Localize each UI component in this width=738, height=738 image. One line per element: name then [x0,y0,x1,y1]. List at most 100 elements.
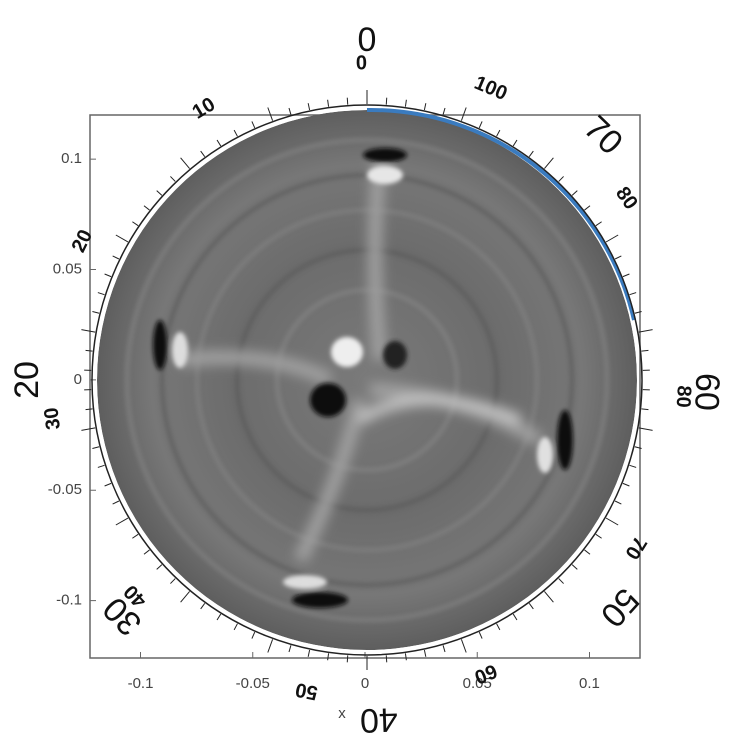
dial-inner-label: 50 [294,678,320,704]
dial-tick [86,350,93,351]
dial-tick [289,645,291,652]
dial-outer-label: 40 [359,700,398,738]
dial-tick [405,653,406,660]
x-tick-label: -0.05 [236,675,270,692]
image [97,110,637,650]
dial-tick [116,235,128,242]
dial-tick [157,565,162,570]
dial-outer-label: 20 [8,361,46,399]
dial-tick [81,330,95,332]
dial-tick [629,293,636,295]
y-tick-label: -0.1 [56,592,82,609]
dial-tick [308,103,309,110]
dial-tick [479,121,482,127]
dial-tick [201,151,205,157]
dial-tick [181,158,190,169]
dial-tick [629,465,636,467]
dial-tick [544,158,553,169]
dial-inner-label: 0 [356,52,368,74]
dial-tick [424,103,425,110]
dial-tick [105,274,111,277]
x-axis-label: x [338,705,346,722]
dial-outer-label: 70 [576,109,630,163]
dial-tick [497,624,500,630]
dial-tick [92,447,99,449]
dial-tick [217,140,221,146]
x-tick-label: 0 [361,675,369,692]
dial-tick [328,100,329,107]
dial-tick [170,579,175,584]
dial-tick [201,603,205,609]
dial-tick [116,518,128,525]
dial-inner-label: 30 [40,406,65,431]
dial-tick [606,235,618,242]
dial-tick [639,428,653,430]
dial-outer-label: 50 [593,581,647,635]
dial-tick [461,107,466,120]
dial-tick [443,108,445,115]
dial-inner-label: 80 [672,385,695,408]
dial-tick [92,312,99,314]
dial-tick [98,465,105,467]
dial-tick [86,409,93,410]
y-tick-label: 0.1 [61,150,82,167]
dial-tick [596,222,602,226]
dial-tick [584,206,590,210]
dial-tick [424,650,425,657]
dial-tick [572,565,577,570]
dial-tick [461,639,466,652]
dial-tick [405,100,406,107]
dial-tick [132,222,138,226]
dial-tick [234,624,237,630]
dial-tick [559,579,564,584]
dial-tick [641,409,648,410]
dial-tick [544,591,553,602]
dial-tick [529,603,533,609]
dial-tick [268,639,273,652]
dial-tick [584,550,590,554]
dial-tick [157,191,162,196]
dial-tick [252,121,255,127]
dial-tick [623,274,629,277]
dial-tick [529,151,533,157]
dial-inner-label: 80 [611,183,642,214]
dial-tick [113,256,119,259]
dial-tick [497,130,500,136]
dial-tick [328,653,329,660]
dial-tick [639,330,653,332]
dial-tick [289,108,291,115]
chart: -0.1-0.0500.050.1-0.1-0.0500.050.1 [0,0,738,738]
dial-tick [559,176,564,181]
x-tick-label: -0.1 [128,675,154,692]
dial-inner-label: 10 [189,93,219,123]
dial-tick [144,550,150,554]
dial-tick [443,645,445,652]
dial-tick [615,256,621,259]
page: {"chart_data": {"type": "image", "xlabel… [0,0,738,738]
dial-tick [513,614,517,620]
dial-tick [513,140,517,146]
dial-tick [81,428,95,430]
dial-tick [641,350,648,351]
dial-tick [132,534,138,538]
dial-inner-label: 70 [620,533,650,564]
dial-tick [181,591,190,602]
dial-inner-label: 100 [471,72,510,105]
x-tick-label: 0.1 [579,675,600,692]
dial-tick [479,632,482,638]
y-tick-label: 0 [74,371,82,388]
y-tick-label: -0.05 [48,481,82,498]
dial-tick [170,176,175,181]
dial-inner-label: 20 [68,226,98,256]
y-tick-label: 0.05 [53,260,82,277]
dial-tick [252,632,255,638]
dial-tick [105,483,111,486]
dial-tick [98,293,105,295]
dial-tick [572,191,577,196]
dial-tick [144,206,150,210]
dial-tick [623,483,629,486]
dial-tick [234,130,237,136]
dial-tick [596,534,602,538]
dial-tick [606,518,618,525]
dial-tick [268,107,273,120]
